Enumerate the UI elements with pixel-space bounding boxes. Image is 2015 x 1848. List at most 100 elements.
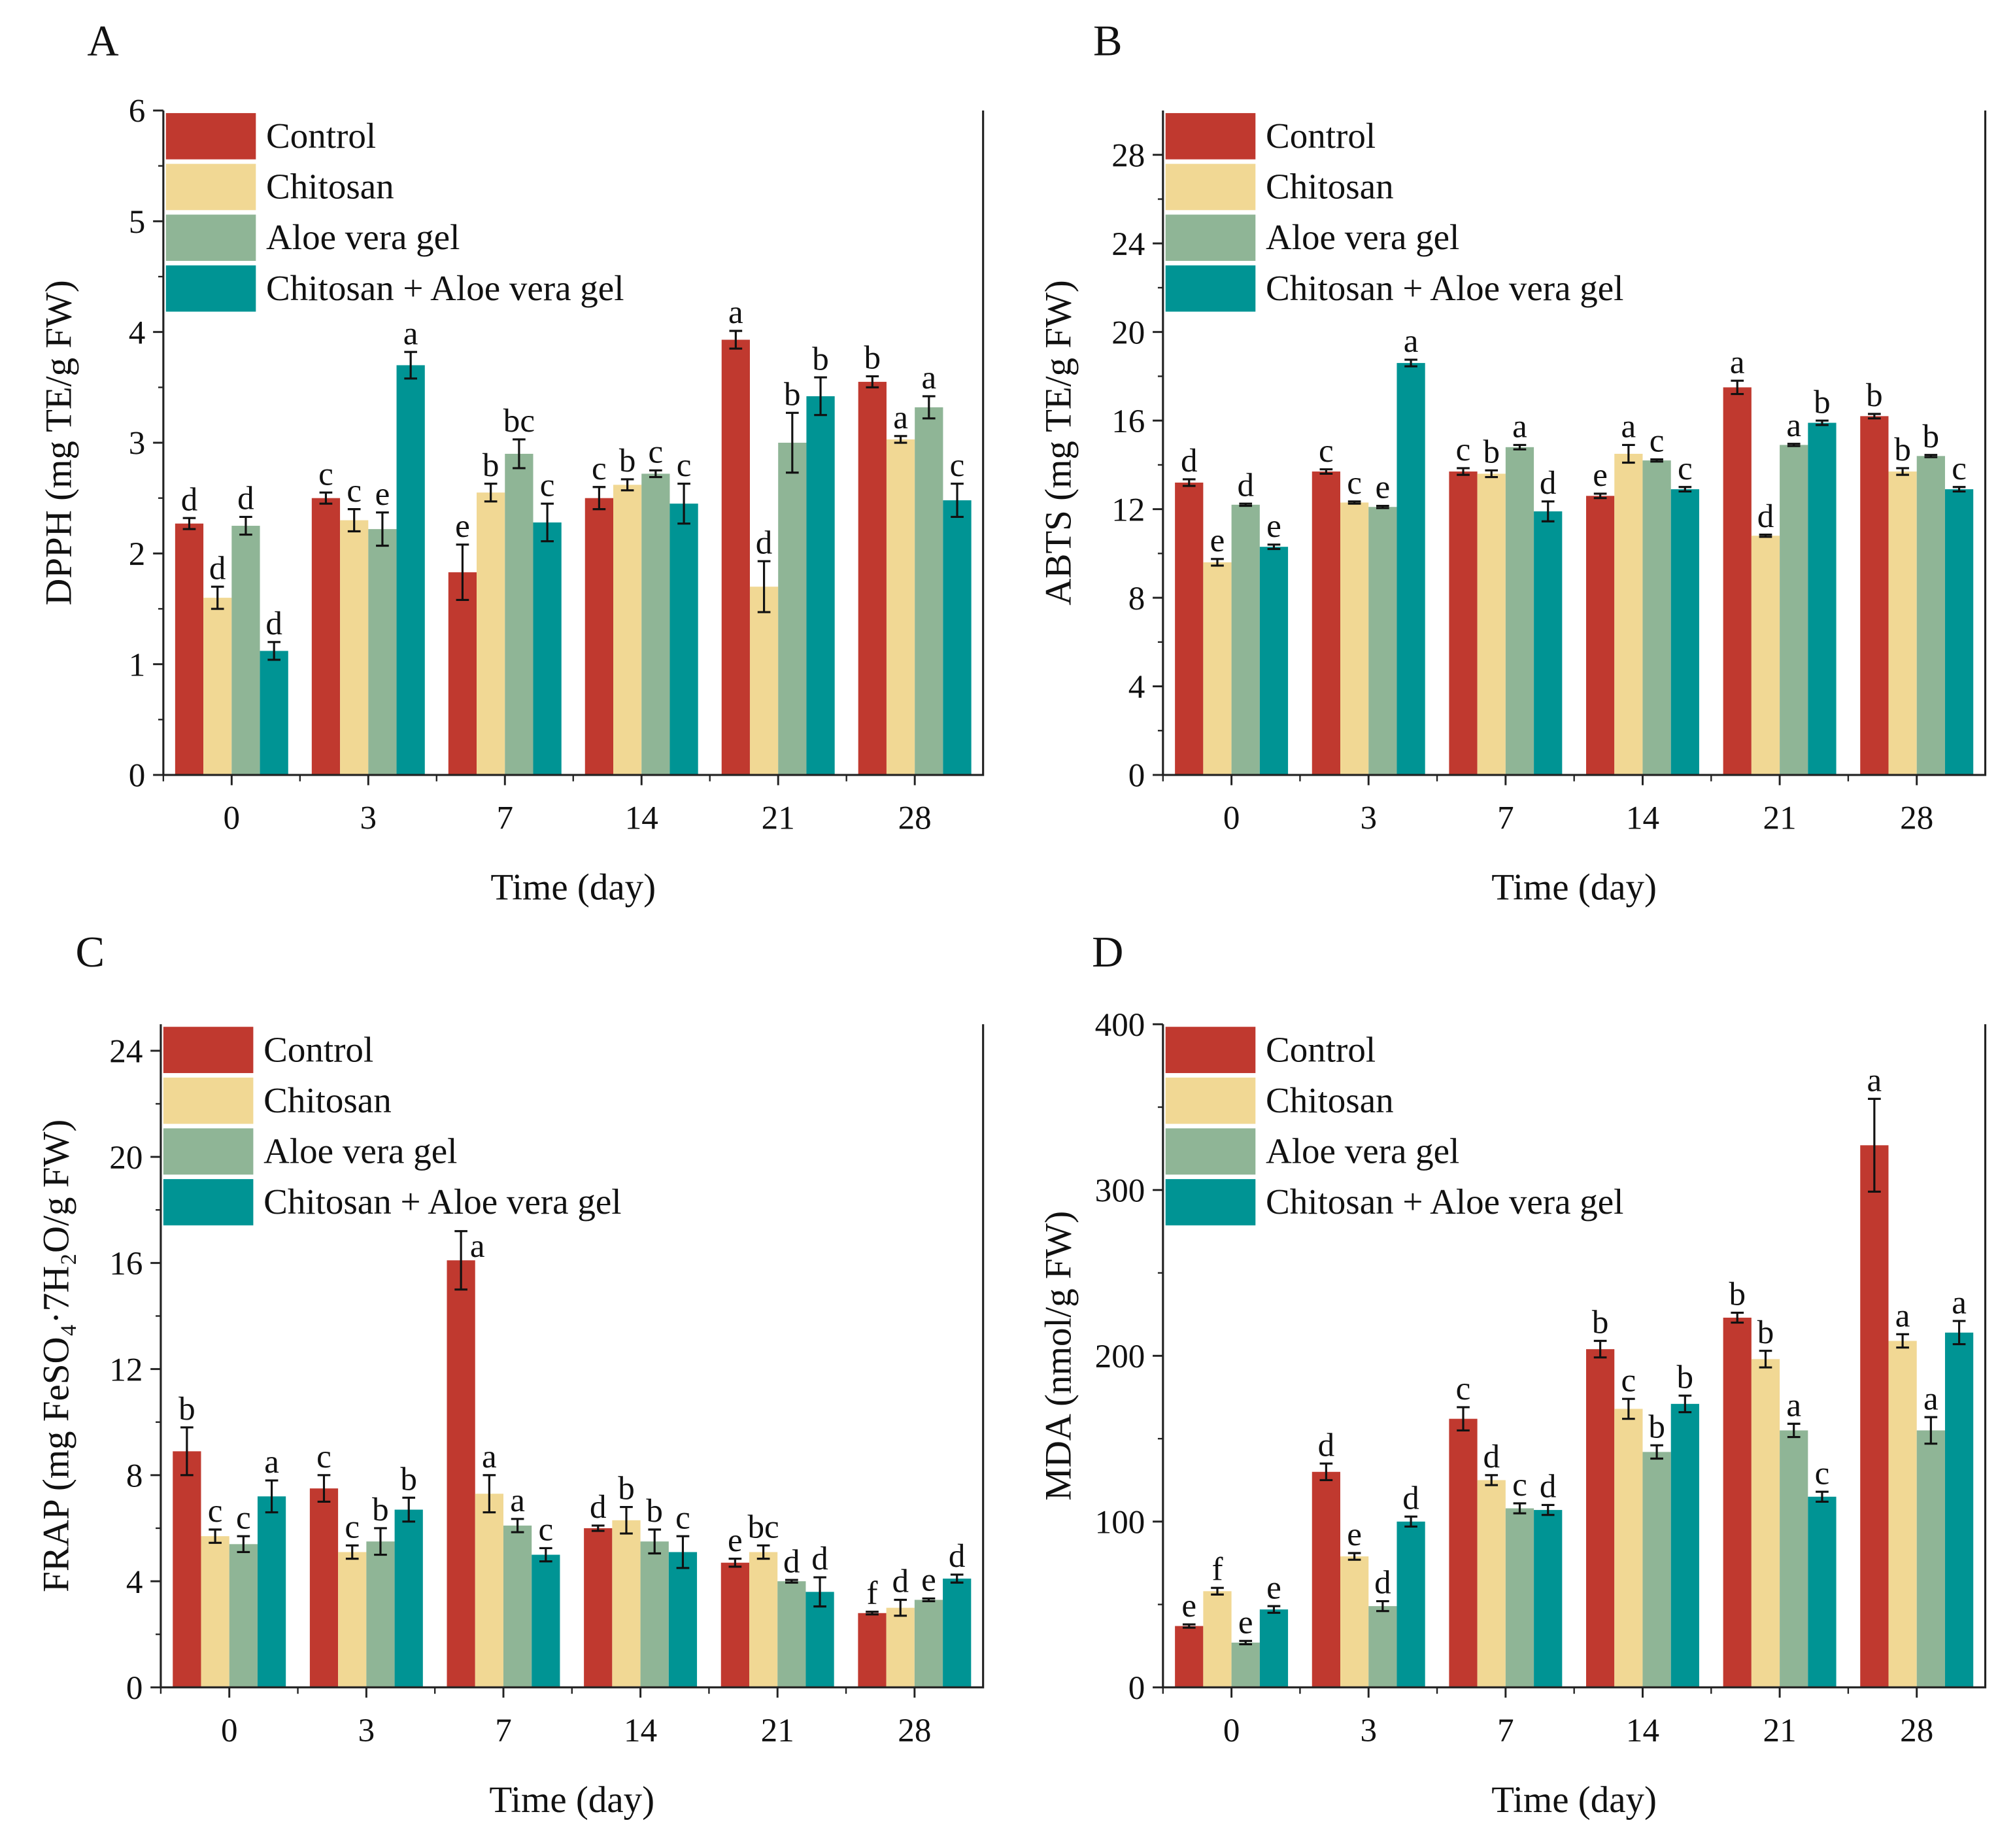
bar	[1586, 1349, 1615, 1688]
error-bar	[182, 517, 196, 530]
significance-letter: d	[811, 1540, 828, 1577]
bar	[914, 1600, 943, 1688]
error-bar	[592, 486, 606, 511]
error-bar	[1924, 454, 1938, 458]
significance-letter: c	[1621, 1361, 1636, 1399]
x-tick-label: 28	[898, 800, 932, 837]
bar	[532, 1554, 560, 1688]
error-bar	[209, 1528, 222, 1544]
bar	[641, 473, 670, 776]
significance-letter: d	[1483, 1438, 1500, 1475]
significance-letter: c	[236, 1499, 251, 1536]
bar	[886, 439, 915, 776]
error-bar	[1678, 1394, 1692, 1414]
significance-letter: c	[538, 1511, 553, 1549]
error-bar	[1347, 500, 1361, 505]
error-bar	[1513, 443, 1527, 451]
legend-label: Aloe vera gel	[1266, 217, 1459, 257]
significance-letter: c	[1456, 431, 1471, 468]
x-tick-label: 14	[625, 800, 658, 837]
bar	[1670, 1403, 1699, 1688]
bar	[1614, 453, 1643, 776]
significance-letter: f	[866, 1575, 878, 1612]
significance-letter: bc	[503, 402, 535, 439]
legend-label: Control	[1266, 116, 1376, 156]
y-tick-label: 0	[126, 1669, 143, 1707]
error-bar	[649, 469, 662, 479]
legend-label: Chitosan + Aloe vera gel	[263, 1182, 621, 1222]
error-bar	[211, 585, 224, 610]
significance-letter: b	[864, 339, 881, 377]
legend-swatch	[1165, 1179, 1256, 1225]
bar	[640, 1541, 669, 1688]
error-bar	[756, 1544, 770, 1560]
bar	[777, 1581, 806, 1688]
significance-letter: b	[1677, 1358, 1694, 1395]
bar	[477, 492, 505, 776]
x-tick-label: 7	[1497, 800, 1514, 837]
bar	[1723, 387, 1752, 776]
significance-letter: c	[208, 1492, 223, 1530]
y-axis-label: MDA (nmol/g FW)	[1038, 1211, 1079, 1501]
error-bar	[1541, 1503, 1555, 1516]
error-bar	[539, 1547, 552, 1563]
bar	[1368, 507, 1397, 776]
error-bar	[785, 1579, 798, 1584]
bar	[203, 598, 232, 776]
significance-letter: e	[1210, 522, 1225, 559]
significance-letter: a	[264, 1443, 279, 1480]
significance-letter: c	[1456, 1370, 1471, 1407]
error-bar	[1787, 1422, 1801, 1439]
bar	[886, 1607, 915, 1688]
error-bar	[1485, 469, 1499, 479]
y-tick-label: 28	[1111, 137, 1145, 174]
legend-swatch	[163, 1179, 254, 1225]
error-bar	[541, 502, 554, 543]
significance-letter: d	[783, 1543, 800, 1580]
y-axis-label: ABTS (mg TE/g FW)	[1038, 280, 1079, 606]
bar	[749, 1552, 778, 1688]
x-axis-label: Time (day)	[1491, 867, 1657, 908]
error-bar	[1319, 1462, 1333, 1482]
bar	[1340, 502, 1369, 776]
error-bar	[620, 1505, 633, 1535]
bar	[1534, 1510, 1563, 1688]
legend-label: Chitosan	[1266, 167, 1394, 207]
bar	[447, 1260, 475, 1688]
legend-swatch	[1165, 1077, 1256, 1124]
significance-letter: b	[646, 1492, 663, 1530]
y-tick-label: 20	[109, 1139, 143, 1176]
bar	[613, 485, 642, 776]
bar	[448, 572, 477, 776]
x-tick-label: 21	[762, 800, 795, 837]
error-bar	[1404, 358, 1417, 368]
legend-label: Aloe vera gel	[266, 217, 460, 257]
legend-swatch	[1165, 214, 1256, 261]
bar	[805, 1592, 834, 1688]
error-bar	[648, 1528, 662, 1555]
significance-letter: e	[921, 1562, 936, 1599]
x-axis-label: Time (day)	[1491, 1779, 1657, 1821]
error-bar	[785, 411, 799, 474]
significance-letter: c	[649, 434, 664, 471]
error-bar	[1347, 1552, 1361, 1561]
significance-letter: c	[1347, 464, 1362, 502]
y-tick-label: 0	[1128, 757, 1145, 795]
bar	[1477, 1480, 1506, 1688]
error-bar	[1182, 478, 1196, 487]
error-bar	[1457, 1406, 1470, 1431]
bar	[668, 1552, 698, 1688]
bar	[533, 522, 562, 776]
significance-letter: d	[590, 1488, 607, 1526]
error-bar	[265, 1479, 279, 1514]
bar	[1944, 489, 1974, 776]
bar	[749, 587, 779, 776]
error-bar	[1239, 1639, 1253, 1646]
bar	[1642, 1452, 1671, 1688]
legend-swatch	[163, 1027, 254, 1073]
significance-letter: c	[1319, 432, 1334, 470]
significance-letter: b	[1483, 434, 1500, 471]
significance-letter: d	[1181, 442, 1198, 479]
legend-label: Chitosan + Aloe vera gel	[266, 268, 624, 308]
x-tick-label: 3	[358, 1712, 375, 1749]
